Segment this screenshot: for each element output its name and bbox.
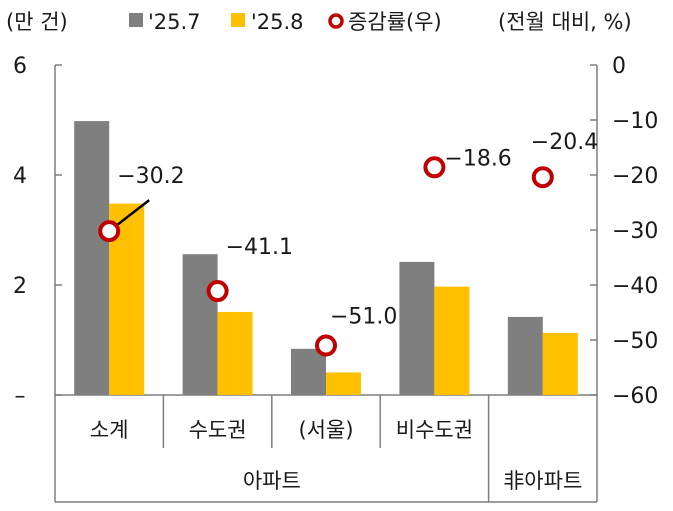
bar-series-2-5 bbox=[542, 332, 578, 395]
right-tick-label: 0 bbox=[612, 54, 626, 79]
legend-label-series-3: 증감률(우) bbox=[348, 10, 442, 34]
right-tick-label: −30 bbox=[612, 219, 658, 244]
left-axis-unit: (만 건) bbox=[6, 10, 68, 34]
legend-swatch-series-1 bbox=[129, 13, 143, 27]
legend-marker-series-3 bbox=[328, 13, 344, 29]
rate-marker-5 bbox=[531, 166, 554, 189]
rate-label-5: −20.4 bbox=[531, 130, 598, 155]
rate-label-4: −18.6 bbox=[444, 146, 511, 171]
bar-series-2-2 bbox=[217, 311, 253, 395]
rate-markers: −30.2 −41.1 −51.0 −18.6 −20.4 bbox=[98, 130, 598, 357]
bar-series-1-5 bbox=[507, 316, 543, 395]
bar-series-1-4 bbox=[399, 261, 435, 395]
legend-swatch-series-2 bbox=[231, 13, 245, 27]
rate-label-2: −41.1 bbox=[226, 235, 293, 260]
bars bbox=[74, 121, 578, 395]
rate-marker-1 bbox=[98, 220, 121, 243]
bar-series-1-2 bbox=[182, 254, 218, 395]
bar-series-1-1 bbox=[74, 121, 110, 395]
rate-marker-2 bbox=[206, 280, 229, 303]
left-axis-ticks: – 2 4 6 bbox=[13, 54, 62, 409]
category-label: 수도권 bbox=[189, 418, 247, 442]
category-label: (서울) bbox=[298, 418, 353, 442]
right-tick-label: −50 bbox=[612, 329, 658, 354]
category-label: 소계 bbox=[90, 418, 129, 442]
left-tick-label: 6 bbox=[13, 54, 27, 79]
rate-marker-3 bbox=[315, 334, 337, 357]
legend: '25.7 '25.8 증감률(우) bbox=[129, 10, 442, 34]
bar-series-2-4 bbox=[434, 286, 470, 395]
bar-series-2-3 bbox=[326, 372, 361, 395]
right-tick-label: −20 bbox=[612, 164, 658, 189]
legend-label-series-1: '25.7 bbox=[148, 10, 201, 34]
group-label: 非아파트 bbox=[503, 469, 582, 493]
bar-series-1-3 bbox=[291, 348, 326, 395]
right-axis-unit: (전월 대비, %) bbox=[498, 10, 632, 34]
right-tick-label: −60 bbox=[612, 384, 658, 409]
right-axis-ticks: 0 −10 −20 −30 −40 −50 −60 bbox=[590, 54, 658, 409]
right-tick-label: −10 bbox=[612, 109, 658, 134]
rate-label-3: −51.0 bbox=[330, 305, 397, 330]
left-tick-label: – bbox=[15, 384, 26, 409]
rate-label-1: −30.2 bbox=[117, 164, 184, 189]
legend-label-series-2: '25.8 bbox=[251, 10, 304, 34]
rate-marker-4 bbox=[423, 156, 446, 179]
left-tick-label: 2 bbox=[13, 274, 27, 299]
right-tick-label: −40 bbox=[612, 274, 658, 299]
left-tick-label: 4 bbox=[13, 164, 27, 189]
category-label: 비수도권 bbox=[396, 418, 473, 442]
group-label: 아파트 bbox=[243, 469, 301, 493]
